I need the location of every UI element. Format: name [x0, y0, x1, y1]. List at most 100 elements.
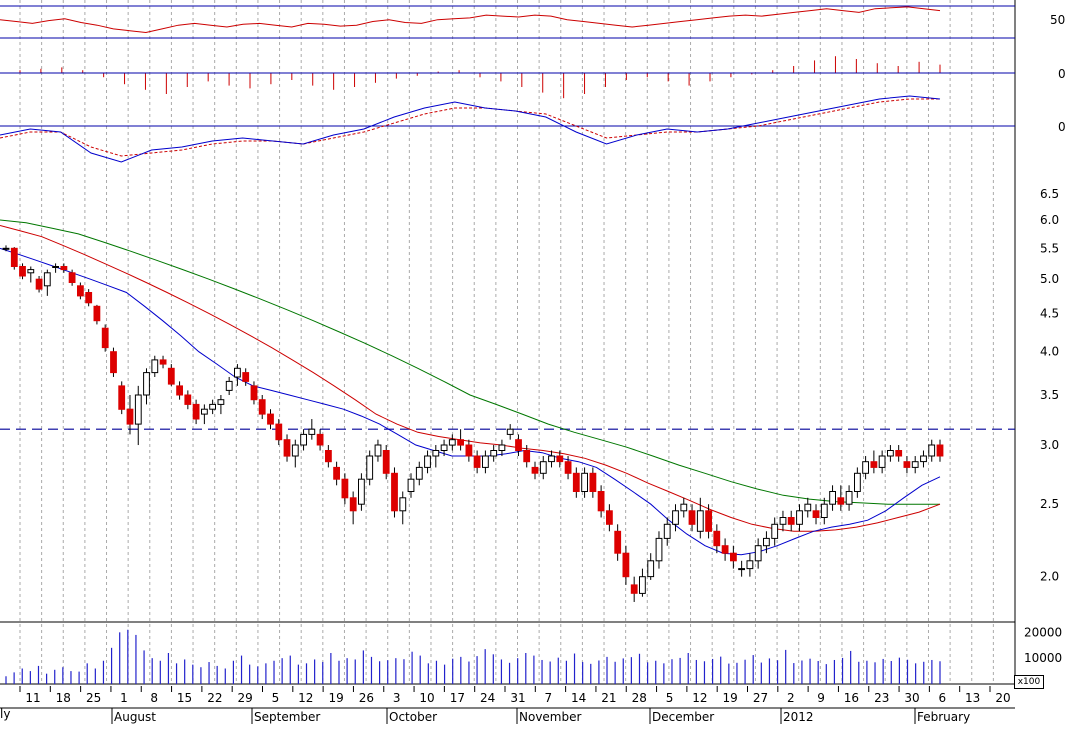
candle [440, 439, 448, 457]
month-label: December [652, 710, 714, 724]
candle-body-up [854, 472, 861, 492]
candle-body-down [77, 285, 84, 297]
candle [85, 289, 93, 307]
candle-body-up [862, 461, 870, 474]
candle [333, 461, 341, 486]
candle-body-up [2, 247, 10, 250]
candle-body-up [779, 517, 787, 525]
date-tick-label: 18 [56, 691, 71, 705]
candle [854, 467, 861, 498]
candle [796, 504, 803, 532]
candle-body-down [837, 497, 845, 505]
candle [225, 376, 233, 395]
date-tick-label: 5 [272, 691, 280, 705]
candle-body-up [490, 450, 498, 457]
candle-body-up [201, 408, 208, 415]
candle-body-down [159, 359, 167, 365]
date-tick-label: 10 [419, 691, 434, 705]
price-panel [0, 219, 1015, 602]
candle [498, 439, 506, 457]
month-label: October [389, 710, 437, 724]
date-tick-label: 23 [874, 691, 889, 705]
candle-body-up [358, 478, 365, 505]
candle [647, 553, 655, 580]
date-tick-label: 8 [150, 691, 158, 705]
candle-body-up [672, 510, 679, 525]
price-tick-label: 2.0 [1040, 570, 1059, 584]
candle-body-down [19, 266, 26, 277]
candle [184, 390, 192, 410]
candle-body-up [663, 523, 671, 539]
macd-line [0, 95, 941, 163]
candle [308, 419, 316, 440]
candle [490, 445, 498, 462]
candle [630, 576, 638, 602]
date-tick-label: 20 [995, 691, 1010, 705]
candle [548, 450, 555, 468]
candle-body-down [341, 478, 349, 499]
candle-body-up [796, 510, 803, 525]
date-tick-label: 12 [692, 691, 707, 705]
candle [101, 324, 109, 352]
candle [663, 517, 671, 546]
candle-body-down [176, 385, 183, 396]
candle [19, 263, 26, 280]
candle-body-down [242, 372, 250, 382]
candle-body-up [151, 359, 159, 374]
volume-unit-label: x100 [1014, 675, 1044, 689]
macd-panel [0, 95, 1015, 163]
month-label: August [114, 710, 156, 724]
macd-signal-line [0, 98, 940, 157]
candle-body-down [465, 444, 473, 457]
candle [234, 364, 241, 386]
candle-body-down [68, 272, 76, 283]
candle [895, 445, 903, 462]
macd-tick-label: 0 [1058, 120, 1066, 134]
candle-body-up [820, 503, 828, 519]
candle-body-down [316, 433, 324, 446]
candle-body-up [639, 576, 646, 594]
candle [391, 467, 398, 518]
candle [358, 473, 365, 511]
date-tick-label: 25 [86, 691, 101, 705]
candle-body-down [705, 510, 713, 532]
candle [432, 445, 440, 468]
candle-body-up [829, 491, 837, 505]
candle [242, 368, 250, 386]
candle-body-down [85, 292, 93, 304]
candle [655, 531, 663, 569]
candle-body-up [746, 560, 754, 570]
date-tick-label: 29 [238, 691, 253, 705]
candle-body-up [291, 444, 299, 457]
candle [878, 450, 886, 474]
candle [217, 395, 225, 415]
candle-body-up [771, 523, 779, 539]
candle [829, 485, 837, 511]
candle [771, 517, 779, 546]
candle [415, 461, 423, 486]
candle-body-down [903, 461, 911, 468]
candle [523, 445, 531, 468]
candle [680, 497, 688, 518]
grid-layer [19, 0, 1016, 684]
candle [126, 395, 134, 435]
candle-body-down [457, 439, 465, 446]
right-axis: 50 0 0 2.0 2.5 3.0 3.5 4.0 4.5 5.0 5.5 6.0 6.5 10000 2… [1024, 13, 1066, 665]
month-label: November [519, 710, 581, 724]
candle-body-down [870, 461, 878, 468]
candle [763, 531, 770, 554]
candle-body-down [787, 517, 795, 525]
candle [209, 399, 216, 415]
histogram-tick-label: 0 [1058, 67, 1066, 81]
candle-body-up [696, 510, 704, 532]
candle [606, 504, 613, 532]
candle [366, 450, 374, 486]
candle [539, 456, 547, 480]
price-tick-label: 2.5 [1040, 497, 1059, 511]
candle-body-down [283, 439, 291, 457]
date-tick-label: 11 [25, 691, 40, 705]
candle [688, 504, 696, 532]
candle [35, 275, 43, 293]
candle-body-up [548, 455, 555, 463]
candle-body-down [572, 472, 580, 492]
